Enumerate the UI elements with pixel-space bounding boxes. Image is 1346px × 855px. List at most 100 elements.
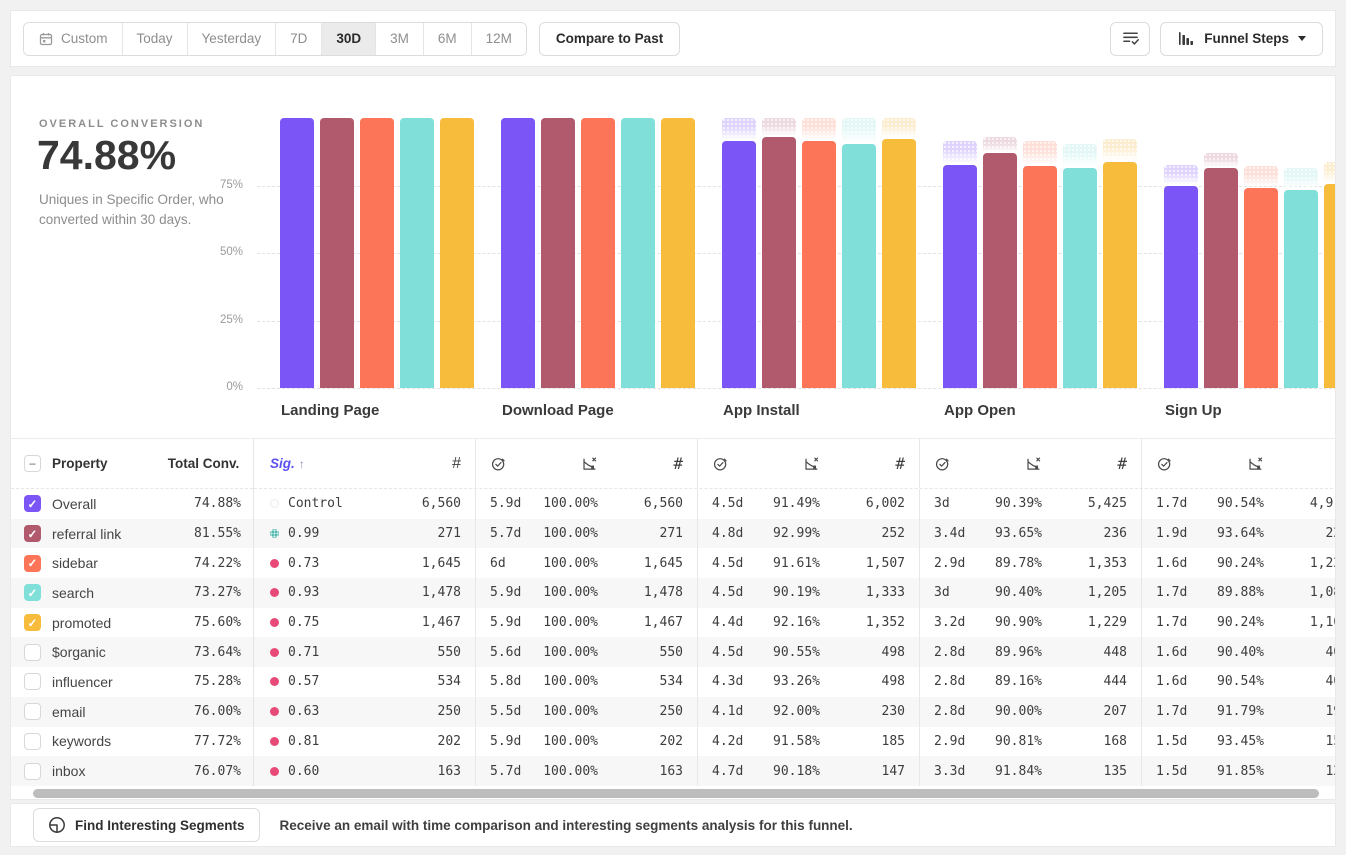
bar-overall-app-open[interactable] [943, 164, 977, 388]
date-range-30d[interactable]: 30D [321, 22, 376, 55]
count-cell: 498 [881, 644, 905, 660]
property-row-overall[interactable]: ✓ Overall 74.88% [11, 489, 253, 519]
cell-group-app-open: 2.8d 89.96% 448 [919, 637, 1141, 668]
property-row-promoted[interactable]: ✓ promoted 75.60% [11, 608, 253, 638]
conversion-rate-cell: 100.00% [543, 644, 598, 660]
row-checkbox-sidebar[interactable]: ✓ [24, 554, 41, 572]
step-columns-header: Sig. ↑ # # # # # [254, 439, 1335, 489]
bar-sidebar-landing-page[interactable] [360, 118, 394, 388]
bar-referral-link-sign-up[interactable] [1204, 167, 1238, 388]
bar-promoted-app-install[interactable] [882, 139, 916, 388]
interesting-segments-icon [48, 816, 66, 834]
property-row-search[interactable]: ✓ search 73.27% [11, 578, 253, 608]
avg-time-cell: 4.5d [712, 585, 744, 601]
row-checkbox-influencer[interactable] [24, 673, 41, 691]
bar-promoted-sign-up[interactable] [1324, 183, 1335, 388]
chart-rate-icon[interactable] [762, 455, 820, 472]
date-range-label: 6M [437, 31, 457, 46]
chart-rate-icon[interactable] [540, 455, 598, 472]
date-range-3m[interactable]: 3M [375, 22, 423, 55]
sig-value: 0.71 [288, 644, 320, 660]
sig-column-header[interactable]: Sig. ↑ [254, 456, 366, 471]
bar-referral-link-landing-page[interactable] [320, 118, 354, 388]
filter-list-button[interactable] [1110, 21, 1151, 56]
bar-overall-app-install[interactable] [722, 140, 756, 388]
conversion-rate-cell: 92.16% [773, 615, 820, 631]
cell-group-app-open: 3d 90.40% 1,205 [919, 578, 1141, 608]
property-row-keywords[interactable]: keywords 77.72% [11, 727, 253, 757]
total-conv-column-header[interactable]: Total Conv. [167, 455, 240, 471]
chart-rate-icon[interactable] [1206, 455, 1264, 472]
date-range-7d[interactable]: 7D [275, 22, 322, 55]
bar-search-landing-page[interactable] [400, 118, 434, 388]
bar-sidebar-sign-up[interactable] [1244, 187, 1278, 388]
row-checkbox-search[interactable]: ✓ [24, 584, 41, 602]
hash-icon[interactable]: # [895, 454, 905, 473]
row-checkbox-referral-link[interactable]: ✓ [24, 525, 41, 543]
hash-icon[interactable]: # [1117, 454, 1127, 473]
stopwatch-check-icon[interactable] [476, 455, 540, 472]
sig-value: 0.73 [288, 555, 320, 571]
row-checkbox-promoted[interactable]: ✓ [24, 614, 41, 632]
count-cell: 1,467 [643, 615, 683, 631]
hash-icon[interactable]: # [452, 454, 461, 472]
cell-group-app-install: 4.7d 90.18% 147 [697, 756, 919, 786]
row-checkbox-keywords[interactable] [24, 732, 41, 750]
date-range-6m[interactable]: 6M [422, 22, 471, 55]
date-range-label: Yesterday [201, 31, 262, 46]
bar-overall-download-page[interactable] [501, 118, 535, 388]
property-row-organic[interactable]: $organic 73.64% [11, 637, 253, 668]
stopwatch-check-icon[interactable] [698, 455, 762, 472]
date-range-custom[interactable]: Custom [24, 22, 122, 55]
bar-sidebar-download-page[interactable] [581, 118, 615, 388]
count-cell: 163 [437, 763, 461, 779]
bar-referral-link-download-page[interactable] [541, 118, 575, 388]
avg-time-cell: 3.2d [934, 615, 966, 631]
row-checkbox-organic[interactable] [24, 643, 41, 661]
property-row-referral-link[interactable]: ✓ referral link 81.55% [11, 518, 253, 549]
avg-time-cell: 1.7d [1156, 496, 1188, 512]
count-cell: 1,333 [865, 585, 905, 601]
bar-search-app-open[interactable] [1063, 167, 1097, 388]
property-row-influencer[interactable]: influencer 75.28% [11, 667, 253, 697]
bar-promoted-app-open[interactable] [1103, 161, 1137, 388]
bar-referral-link-app-open[interactable] [983, 152, 1017, 388]
bar-search-app-install[interactable] [842, 144, 876, 388]
bar-promoted-download-page[interactable] [661, 118, 695, 388]
bar-referral-link-app-install[interactable] [762, 136, 796, 388]
stopwatch-check-icon[interactable] [920, 455, 984, 472]
avg-time-cell: 5.6d [490, 644, 522, 660]
row-checkbox-inbox[interactable] [24, 762, 41, 780]
funnel-steps-dropdown[interactable]: Funnel Steps [1160, 21, 1323, 56]
bar-search-download-page[interactable] [621, 118, 655, 388]
bar-search-sign-up[interactable] [1284, 190, 1318, 388]
conversion-rate-cell: 90.24% [1217, 555, 1264, 571]
date-range-today[interactable]: Today [121, 22, 187, 55]
data-row-overall: Control 6,560 5.9d 100.00% 6,560 4.5d 91.49% 6,… [254, 489, 1335, 519]
horizontal-scrollbar[interactable] [33, 789, 1319, 798]
compare-to-past-button[interactable]: Compare to Past [538, 21, 681, 56]
select-all-checkbox[interactable]: − [24, 455, 41, 472]
conversion-rate-cell: 91.58% [773, 733, 820, 749]
row-checkbox-email[interactable] [24, 703, 41, 721]
data-row-inbox: 0.60 163 5.7d 100.00% 163 4.7d 90.18% 147 3.3d 91… [254, 756, 1335, 786]
hash-icon[interactable]: # [1264, 454, 1335, 473]
row-checkbox-overall[interactable]: ✓ [24, 495, 41, 513]
date-range-12m[interactable]: 12M [470, 22, 526, 55]
bar-overall-sign-up[interactable] [1164, 185, 1198, 388]
bar-overall-landing-page[interactable] [280, 118, 314, 388]
bar-sidebar-app-install[interactable] [802, 140, 836, 388]
property-row-inbox[interactable]: inbox 76.07% [11, 756, 253, 786]
bar-promoted-landing-page[interactable] [440, 118, 474, 388]
date-range-yesterday[interactable]: Yesterday [186, 22, 276, 55]
property-row-email[interactable]: email 76.00% [11, 696, 253, 727]
hash-icon[interactable]: # [673, 454, 683, 473]
stopwatch-check-icon[interactable] [1142, 455, 1206, 472]
property-row-sidebar[interactable]: ✓ sidebar 74.22% [11, 548, 253, 578]
sig-cell: 0.73 [254, 556, 366, 571]
chart-rate-icon[interactable] [984, 455, 1042, 472]
property-column-header[interactable]: Property [52, 456, 108, 471]
find-interesting-segments-button[interactable]: Find Interesting Segments [33, 808, 260, 842]
bar-sidebar-app-open[interactable] [1023, 165, 1057, 388]
avg-time-cell: 1.7d [1156, 615, 1188, 631]
